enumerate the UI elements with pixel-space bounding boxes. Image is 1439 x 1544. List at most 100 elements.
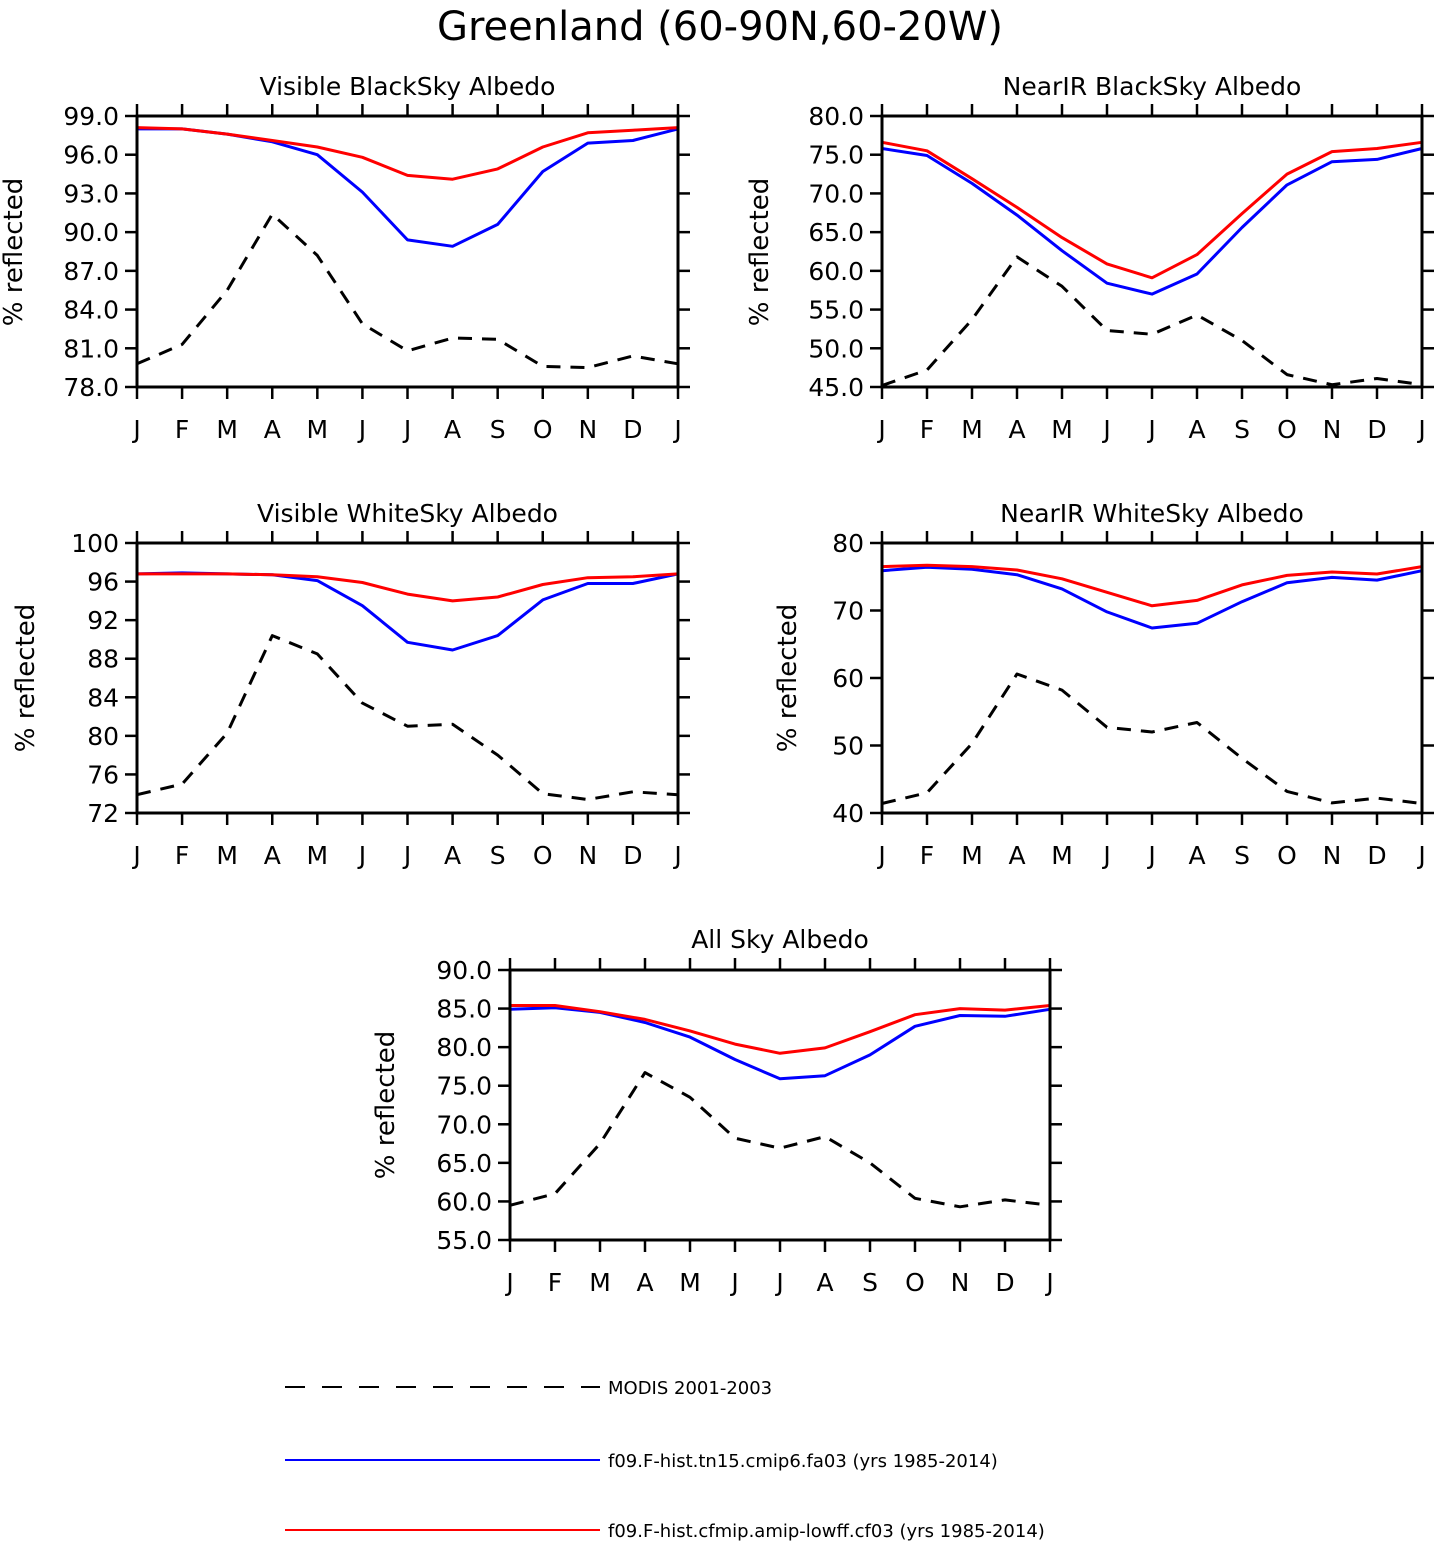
- x-tick-label: O: [533, 415, 553, 444]
- x-tick-label: D: [623, 841, 642, 870]
- x-tick-label: O: [533, 841, 553, 870]
- x-tick-label: J: [357, 415, 366, 444]
- y-tick-label: 96: [87, 568, 119, 597]
- y-tick-label: 80.0: [808, 102, 864, 131]
- x-tick-label: A: [444, 415, 461, 444]
- y-tick-label: 90.0: [436, 956, 492, 985]
- series-line-tn15: [881, 147, 1423, 296]
- x-tick-label: J: [876, 415, 885, 444]
- y-tick-label: 99.0: [63, 102, 119, 131]
- x-tick-label: A: [444, 841, 461, 870]
- plot-frame: [880, 114, 1424, 389]
- x-tick-label: M: [589, 1268, 611, 1297]
- x-tick-label: M: [961, 415, 983, 444]
- y-tick-label: 96.0: [63, 141, 119, 170]
- series-line-cf03: [881, 563, 1423, 608]
- x-tick-label: J: [672, 415, 681, 444]
- y-tick-label: 65.0: [436, 1149, 492, 1178]
- y-tick-label: 80: [87, 722, 119, 751]
- x-tick-label: J: [357, 841, 366, 870]
- x-tick-label: O: [905, 1268, 925, 1297]
- panel-title: Visible WhiteSky Albedo: [257, 499, 558, 528]
- x-tick-label: J: [402, 415, 411, 444]
- x-tick-label: N: [1323, 415, 1342, 444]
- y-tick-label: 88: [87, 645, 119, 674]
- x-tick-label: M: [679, 1268, 701, 1297]
- legend-label-modis: MODIS 2001-2003: [608, 1378, 772, 1399]
- x-tick-label: J: [1146, 415, 1155, 444]
- x-tick-label: J: [131, 841, 140, 870]
- x-tick-label: J: [1101, 415, 1110, 444]
- series-line-cf03: [137, 572, 679, 603]
- x-tick-label: N: [578, 415, 597, 444]
- series-line-cf03: [136, 126, 679, 181]
- y-tick-label: 70.0: [808, 179, 864, 208]
- x-tick-label: N: [1323, 841, 1342, 870]
- y-tick-label: 40: [832, 799, 864, 828]
- series-line-modis: [881, 255, 1423, 387]
- x-tick-label: J: [876, 841, 885, 870]
- panel-title: All Sky Albedo: [691, 925, 869, 954]
- y-tick-label: 92: [87, 606, 119, 635]
- x-tick-label: J: [774, 1268, 783, 1297]
- x-tick-label: S: [1234, 415, 1250, 444]
- y-tick-label: 85.0: [436, 995, 492, 1024]
- y-axis-label: % reflected: [0, 178, 29, 326]
- x-tick-label: J: [131, 415, 140, 444]
- y-tick-label: 90.0: [63, 218, 119, 247]
- x-tick-label: A: [264, 841, 281, 870]
- y-axis-label: % reflected: [371, 1031, 401, 1179]
- series-line-cf03: [881, 140, 1423, 280]
- y-tick-label: 50.0: [808, 334, 864, 363]
- y-tick-label: 60.0: [436, 1187, 492, 1216]
- plot-frame: [880, 541, 1424, 815]
- plot-frame: [135, 114, 680, 389]
- y-tick-label: 76: [87, 760, 119, 789]
- series-line-modis: [136, 212, 679, 370]
- x-tick-label: F: [920, 415, 934, 444]
- x-tick-label: O: [1277, 415, 1297, 444]
- series-line-cf03: [510, 1004, 1051, 1055]
- x-tick-label: A: [1008, 841, 1025, 870]
- y-tick-label: 75.0: [808, 141, 864, 170]
- x-tick-label: D: [1367, 841, 1386, 870]
- y-tick-label: 81.0: [63, 334, 119, 363]
- figure-title: Greenland (60-90N,60-20W): [437, 4, 1003, 50]
- x-tick-label: A: [1188, 415, 1205, 444]
- y-tick-label: 70.0: [436, 1110, 492, 1139]
- y-tick-label: 60.0: [808, 257, 864, 286]
- x-tick-label: F: [548, 1268, 562, 1297]
- y-tick-label: 84.0: [63, 296, 119, 325]
- x-tick-label: J: [1416, 415, 1425, 444]
- series-line-tn15: [137, 127, 679, 248]
- series-line-modis: [509, 1071, 1051, 1209]
- x-tick-label: D: [623, 415, 642, 444]
- x-tick-label: A: [264, 415, 281, 444]
- series-line-tn15: [881, 565, 1423, 630]
- y-tick-label: 70: [832, 597, 864, 626]
- x-tick-label: D: [1367, 415, 1386, 444]
- x-tick-label: F: [920, 841, 934, 870]
- x-tick-label: M: [307, 841, 329, 870]
- series-line-tn15: [509, 1006, 1051, 1081]
- x-tick-label: J: [1101, 841, 1110, 870]
- x-tick-label: A: [1008, 415, 1025, 444]
- x-tick-label: J: [1044, 1268, 1053, 1297]
- y-axis-label: % reflected: [11, 604, 41, 752]
- series-line-modis: [881, 672, 1423, 805]
- x-tick-label: M: [1051, 415, 1073, 444]
- x-tick-label: F: [175, 841, 189, 870]
- x-tick-label: F: [175, 415, 189, 444]
- y-tick-label: 72: [87, 799, 119, 828]
- x-tick-label: J: [672, 841, 681, 870]
- x-tick-label: M: [216, 841, 238, 870]
- y-tick-label: 100: [71, 529, 119, 558]
- y-tick-label: 65.0: [808, 218, 864, 247]
- x-tick-label: A: [636, 1268, 653, 1297]
- y-tick-label: 93.0: [63, 179, 119, 208]
- x-tick-label: N: [951, 1268, 970, 1297]
- x-tick-label: M: [1051, 841, 1073, 870]
